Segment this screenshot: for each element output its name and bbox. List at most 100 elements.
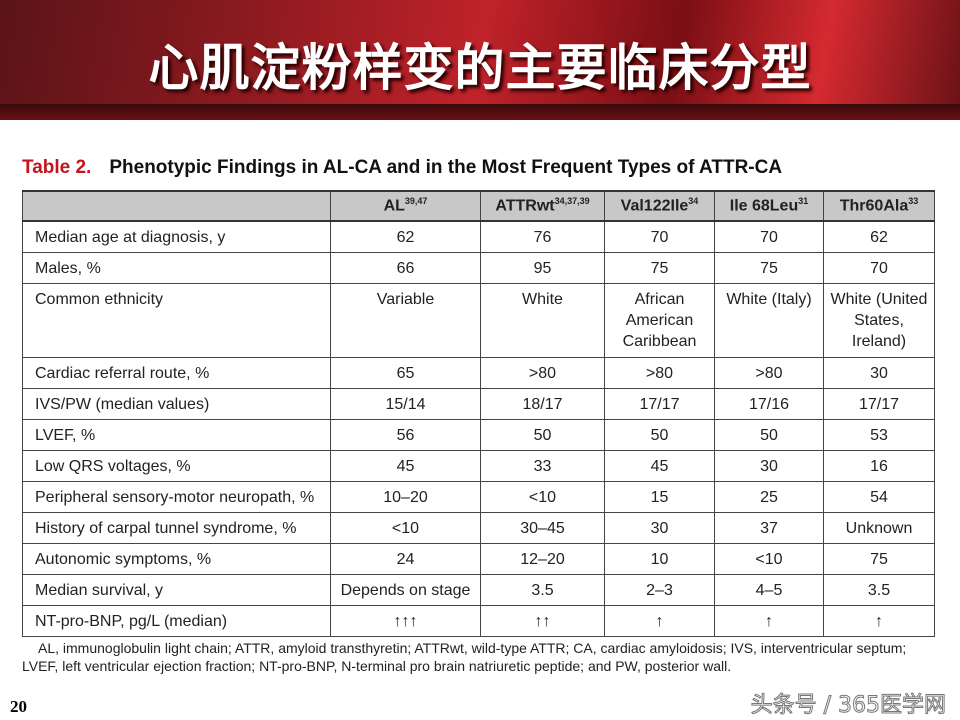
table-row: Autonomic symptoms, % 24 12–20 10 <10 75 [22,542,935,575]
table-cell: 70 [714,220,824,253]
table-cell: 45 [604,449,715,482]
table-cell: ↑ [714,604,824,637]
table-cell: 45 [330,449,481,482]
cell-value: <10 [391,519,420,537]
table-row: NT-pro-BNP, pg/L (median) ↑↑↑ ↑↑ ↑ ↑ ↑ [22,604,935,637]
row-label-text: Cardiac referral route, % [35,364,210,382]
cell-value: 4–5 [755,581,783,599]
column-refs: 34 [688,196,699,207]
cell-value: 18/17 [522,395,563,413]
table-cell: ↑↑↑ [330,604,481,637]
cell-value: 12–20 [520,550,565,568]
column-name: ATTRwt [495,197,555,215]
cell-value: White (Italy) [726,290,812,308]
cell-value: 53 [870,426,888,444]
row-label: History of carpal tunnel syndrome, % [22,511,331,544]
cell-value: White [522,290,563,308]
title-banner: 心肌淀粉样变的主要临床分型 [0,0,960,120]
row-label-text: Median survival, y [35,581,164,599]
table-caption: Table 2. Phenotypic Findings in AL-CA and… [22,157,782,179]
table-cell: White (United States, Ireland) [823,282,935,358]
table-cell: 65 [330,356,481,389]
cell-value: 24 [396,550,415,568]
table-cell: 70 [823,251,935,284]
phenotype-table: AL39,47 ATTRwt34,37,39 Val122Ile34 Ile 68Le… [22,190,935,637]
table-cell: 16 [823,449,935,482]
table-label: Table 2. [22,157,92,178]
table-cell: <10 [714,542,824,575]
table-cell: 10–20 [330,480,481,513]
slide-title: 心肌淀粉样变的主要临床分型 [148,39,812,97]
header-empty [22,190,331,222]
cell-value: ↑↑↑ [393,612,418,630]
cell-value: African American Caribbean [622,290,697,350]
table-row: LVEF, % 56 50 50 50 53 [22,418,935,451]
table-cell: 30–45 [480,511,605,544]
cell-value: ↑ [875,612,883,630]
table-cell: Unknown [823,511,935,544]
cell-value: 15 [650,488,669,506]
table-cell: 18/17 [480,387,605,420]
table-cell: 53 [823,418,935,451]
cell-value: 70 [870,259,888,277]
row-label: IVS/PW (median values) [22,387,331,420]
table-cell: Variable [330,282,481,358]
row-label: Autonomic symptoms, % [22,542,331,575]
row-label-text: LVEF, % [35,426,96,444]
cell-value: Unknown [845,519,913,537]
cell-value: 45 [650,457,669,475]
column-name: Ile 68Leu [729,197,799,215]
column-name: AL [383,197,405,215]
banner-band [0,104,960,120]
table-cell: 15/14 [330,387,481,420]
table-footnote: AL, immunoglobulin light chain; ATTR, am… [22,639,937,675]
cell-value: 66 [396,259,415,277]
row-label-text: Median age at diagnosis, y [35,229,226,246]
table-cell: White [480,282,605,358]
table-cell: 62 [823,220,935,253]
table-cell: 75 [604,251,715,284]
cell-value: 10–20 [383,488,428,506]
row-label: Low QRS voltages, % [22,449,331,482]
row-label-text: Autonomic symptoms, % [35,550,212,568]
row-label: Common ethnicity [22,282,331,358]
cell-value: 54 [870,488,888,506]
table-cell: 12–20 [480,542,605,575]
cell-value: 3.5 [867,581,891,599]
table-cell: 62 [330,220,481,253]
cell-value: 62 [396,229,415,246]
table-cell: 75 [823,542,935,575]
table-cell: <10 [480,480,605,513]
column-header: ATTRwt34,37,39 [480,190,605,222]
table-row: Low QRS voltages, % 45 33 45 30 16 [22,449,935,482]
table-cell: 17/16 [714,387,824,420]
cell-value: Variable [376,290,435,308]
column-refs: 31 [798,196,809,207]
footnote-line-2: LVEF, left ventricular ejection fraction… [22,658,732,674]
cell-value: 75 [870,550,888,568]
cell-value: 16 [870,457,888,475]
cell-value: 70 [650,229,669,246]
watermark: 头条号 / 365医学网 [750,693,946,718]
table-cell: 3.5 [480,573,605,606]
row-label-text: Males, % [35,259,101,277]
table-cell: ↑ [604,604,715,637]
cell-value: >80 [528,364,557,382]
cell-value: ↑ [765,612,773,630]
row-label: Males, % [22,251,331,284]
table-header-row: AL39,47 ATTRwt34,37,39 Val122Ile34 Ile 68Le… [22,190,935,222]
table-cell: ↑↑ [480,604,605,637]
table-cell: 76 [480,220,605,253]
table-cell: Depends on stage [330,573,481,606]
table-cell: 50 [480,418,605,451]
cell-value: White (United States, Ireland) [830,290,928,350]
cell-value: >80 [755,364,783,382]
row-label-text: History of carpal tunnel syndrome, % [35,519,297,537]
column-refs: 33 [908,196,919,207]
table-cell: 70 [604,220,715,253]
column-header: AL39,47 [330,190,481,222]
cell-value: 17/16 [748,395,790,413]
cell-value: 30 [760,457,778,475]
table-cell: 30 [823,356,935,389]
cell-value: 56 [396,426,415,444]
